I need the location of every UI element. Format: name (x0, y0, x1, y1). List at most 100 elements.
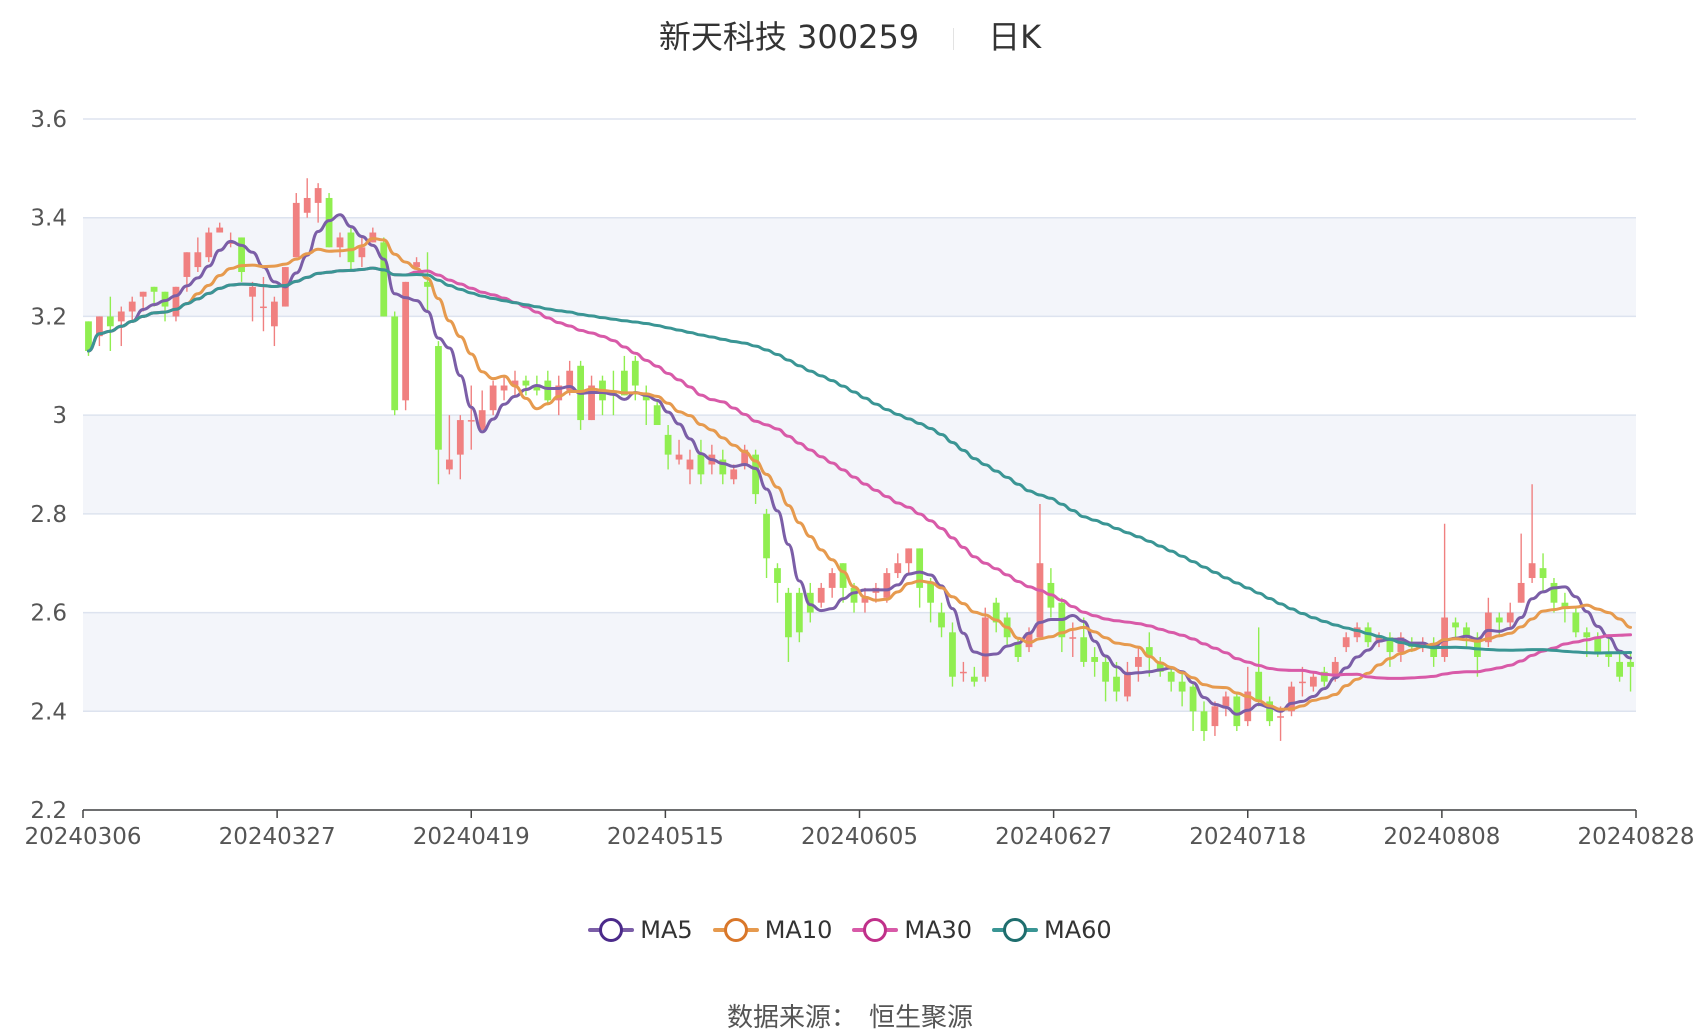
candle-body (478, 410, 486, 430)
candle-body (1320, 671, 1328, 682)
candle-down (380, 237, 388, 317)
candle-body (1200, 711, 1208, 732)
candle-body (1430, 647, 1438, 657)
legend-marker-icon (588, 916, 635, 944)
candle-body (194, 252, 202, 268)
candle-up (500, 375, 508, 401)
y-tick-label: 3 (52, 403, 67, 429)
candle-body (686, 459, 694, 470)
candle-down (938, 602, 945, 638)
legend-label: MA60 (1044, 916, 1112, 944)
candle-up (445, 415, 453, 475)
candle-up (489, 380, 497, 416)
candle-body (271, 301, 278, 327)
candle-down (1014, 637, 1022, 662)
candle-down (1189, 681, 1197, 732)
candle-body (1517, 582, 1525, 603)
legend-item-ma5[interactable]: MA5 (588, 916, 693, 944)
candle-up (511, 370, 519, 396)
candle-up (1124, 661, 1131, 702)
candle-down (424, 252, 431, 312)
candle-body (150, 286, 158, 292)
chart-title: 新天科技 300259 日K (0, 12, 1700, 58)
candle-body (817, 587, 825, 603)
candle-body (588, 385, 595, 421)
candle-body (1594, 637, 1602, 653)
candle-body (1605, 652, 1613, 657)
candle-up (828, 568, 836, 598)
candle-body (1156, 661, 1164, 672)
candle-body (358, 247, 366, 258)
candle-body (1441, 617, 1448, 657)
candle-down (1452, 617, 1459, 638)
candle-up (1397, 632, 1405, 662)
candle-body (435, 346, 442, 450)
candle-down (1113, 661, 1120, 702)
candle-down (785, 587, 792, 662)
candle-up (1528, 484, 1536, 583)
candle-body (128, 301, 136, 312)
candle-body (391, 316, 399, 411)
candle-body (916, 548, 924, 588)
candle-down (697, 439, 705, 485)
candle-body (938, 612, 945, 628)
candle-body (314, 188, 322, 203)
candle-body (544, 380, 552, 401)
candle-body (752, 454, 759, 495)
candle-down (806, 582, 814, 623)
candle-body (1124, 671, 1131, 697)
data-source-value: 恒生聚源 (869, 1003, 974, 1033)
candle-up (1517, 533, 1525, 603)
candle-body (1025, 632, 1033, 648)
candle-up (249, 281, 256, 322)
candle-up (566, 360, 574, 396)
candle-body (1036, 563, 1044, 638)
y-tick-label: 3.4 (30, 206, 67, 232)
candle-body (1583, 632, 1591, 638)
candle-body (85, 321, 92, 351)
candle-down (1266, 696, 1274, 727)
candle-up (1309, 671, 1317, 692)
data-source-label: 数据来源： (726, 1003, 857, 1033)
legend-item-ma10[interactable]: MA10 (712, 916, 832, 944)
candle-body (1277, 716, 1284, 718)
candle-body (183, 252, 191, 277)
candle-body (117, 311, 125, 322)
x-tick-label: 20240718 (1189, 824, 1306, 850)
candle-up (336, 232, 344, 258)
legend-item-ma60[interactable]: MA60 (992, 916, 1112, 944)
x-tick-label: 20240808 (1383, 824, 1500, 850)
candle-body (894, 563, 902, 574)
candle-up (588, 375, 595, 421)
plot-band (83, 612, 1636, 712)
legend-marker-icon (992, 916, 1039, 944)
candle-body (1091, 656, 1099, 662)
candle-body (785, 592, 792, 638)
candle-up (960, 661, 967, 682)
candle-body (402, 281, 410, 401)
chart-legend: MA5 MA10 MA30 MA60 (0, 916, 1700, 950)
candle-down (1430, 637, 1438, 667)
candle-up (1134, 647, 1142, 682)
candle-body (664, 434, 672, 455)
candle-body (774, 568, 781, 583)
candle-body (445, 459, 453, 470)
candle-body (227, 242, 235, 244)
candle-down (642, 385, 650, 426)
candle-body (1233, 696, 1241, 727)
candle-up (1288, 681, 1295, 717)
candle-body (850, 587, 858, 603)
candle-body (522, 380, 530, 386)
y-tick-label: 2.4 (30, 699, 67, 725)
candle-down (1572, 607, 1580, 638)
candle-body (1452, 622, 1459, 628)
legend-marker-icon (712, 916, 759, 944)
candle-body (336, 237, 344, 248)
legend-item-ma30[interactable]: MA30 (852, 916, 972, 944)
chart-title-name: 新天科技 300259 (658, 18, 920, 56)
candle-down (1178, 671, 1186, 707)
candle-body (861, 597, 869, 603)
candle-body (806, 592, 814, 613)
candle-body (1561, 602, 1569, 608)
candle-body (533, 385, 541, 391)
